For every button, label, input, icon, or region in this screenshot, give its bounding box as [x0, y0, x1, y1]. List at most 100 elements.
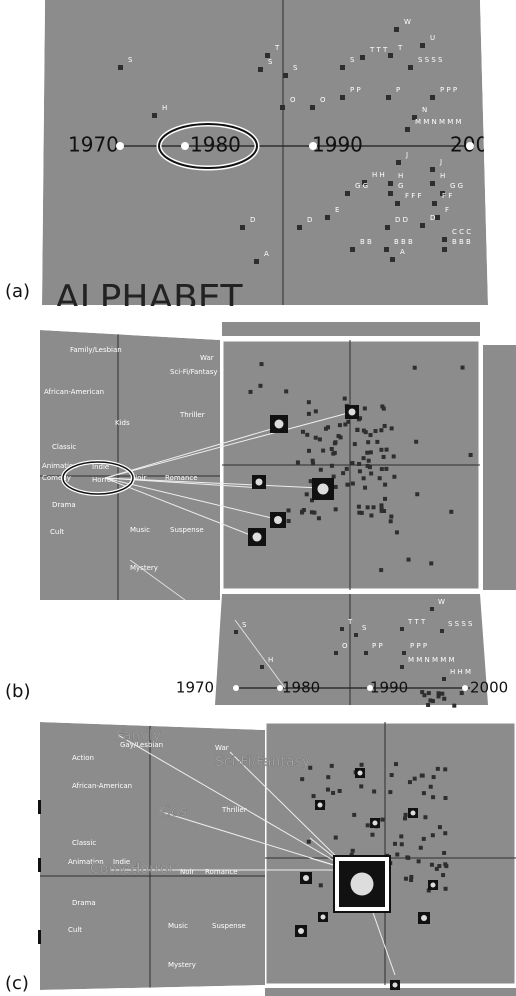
- point-label: B B B: [394, 238, 413, 246]
- data-point: [379, 448, 383, 452]
- data-point: [431, 795, 435, 799]
- point-label: T: [274, 44, 280, 52]
- point-label: D: [430, 214, 435, 222]
- edge-mark: [38, 800, 41, 814]
- data-point: [350, 461, 354, 465]
- data-point: [442, 677, 446, 681]
- data-point: [362, 456, 366, 460]
- thumbnail-icon: [393, 983, 398, 988]
- data-point: [469, 453, 473, 457]
- genre-label: Drama: [72, 899, 96, 907]
- data-point: [340, 95, 345, 100]
- data-point: [380, 404, 384, 408]
- data-point: [430, 167, 435, 172]
- data-point: [367, 459, 371, 463]
- thumbnail-icon: [275, 420, 284, 429]
- data-point: [369, 433, 373, 437]
- data-point: [390, 426, 394, 430]
- data-point: [365, 451, 369, 455]
- genre-label: War: [215, 744, 229, 752]
- point-label: A: [400, 248, 405, 256]
- data-point: [384, 247, 389, 252]
- genre-label: Family/Lesbian: [70, 346, 122, 354]
- data-point: [444, 887, 448, 891]
- data-point: [311, 459, 315, 463]
- data-point: [366, 823, 370, 827]
- data-point: [280, 105, 285, 110]
- data-point: [394, 27, 399, 32]
- data-point: [324, 427, 328, 431]
- data-point: [370, 833, 374, 837]
- point-label: T T T: [369, 46, 388, 54]
- data-point: [429, 785, 433, 789]
- data-point: [430, 863, 434, 867]
- data-point: [400, 842, 404, 846]
- thumbnail-icon: [373, 821, 378, 826]
- data-point: [430, 181, 435, 186]
- data-point: [440, 692, 444, 696]
- data-point: [419, 846, 423, 850]
- genre-label: Classic: [72, 839, 96, 847]
- data-point: [297, 225, 302, 230]
- plane: [483, 345, 516, 590]
- genre-label: War: [200, 354, 214, 362]
- data-point: [442, 247, 447, 252]
- data-point: [404, 813, 408, 817]
- data-point: [334, 651, 338, 655]
- data-point: [435, 867, 439, 871]
- genre-label: Music: [168, 922, 188, 930]
- data-point: [369, 471, 373, 475]
- data-point: [380, 467, 384, 471]
- data-point: [331, 452, 335, 456]
- data-point: [421, 774, 425, 778]
- data-point: [362, 476, 366, 480]
- edge-mark: [38, 858, 41, 872]
- data-point: [420, 43, 425, 48]
- caption-cover: [0, 306, 516, 320]
- data-point: [312, 794, 316, 798]
- data-point: [366, 440, 370, 444]
- data-point: [326, 775, 330, 779]
- point-label: S S S S: [418, 56, 443, 64]
- point-label: W: [438, 598, 445, 606]
- data-point: [400, 627, 404, 631]
- data-point: [321, 449, 325, 453]
- data-point: [402, 651, 406, 655]
- genre-label: Romance: [205, 868, 238, 876]
- point-label: S: [293, 64, 298, 72]
- data-point: [338, 423, 342, 427]
- point-label: D D: [395, 216, 408, 224]
- data-point: [385, 225, 390, 230]
- year-dot: [462, 685, 468, 691]
- data-point: [260, 362, 264, 366]
- data-point: [383, 497, 387, 501]
- data-point: [413, 777, 417, 781]
- point-label: P P: [350, 86, 361, 94]
- data-point: [352, 813, 356, 817]
- data-point: [254, 259, 259, 264]
- data-point: [414, 440, 418, 444]
- thumbnail-icon: [421, 915, 427, 921]
- data-point: [345, 483, 349, 487]
- point-label: O: [342, 642, 348, 650]
- data-point: [379, 428, 383, 432]
- data-point: [409, 878, 413, 882]
- data-point: [343, 397, 347, 401]
- point-label: M M N M M M: [415, 118, 462, 126]
- genre-label: Cult: [68, 926, 82, 934]
- data-point: [337, 434, 341, 438]
- point-label: W: [404, 18, 411, 26]
- point-label: S S S S: [448, 620, 473, 628]
- year-label: 1990: [312, 133, 363, 157]
- data-point: [380, 509, 384, 513]
- data-point: [393, 842, 397, 846]
- data-point: [325, 215, 330, 220]
- data-point: [423, 815, 427, 819]
- data-point: [392, 475, 396, 479]
- genre-label: African-American: [44, 388, 104, 396]
- data-point: [249, 390, 253, 394]
- thumbnail-icon: [351, 873, 374, 896]
- data-point: [443, 796, 447, 800]
- year-label: 1990: [370, 679, 408, 697]
- data-point: [345, 467, 349, 471]
